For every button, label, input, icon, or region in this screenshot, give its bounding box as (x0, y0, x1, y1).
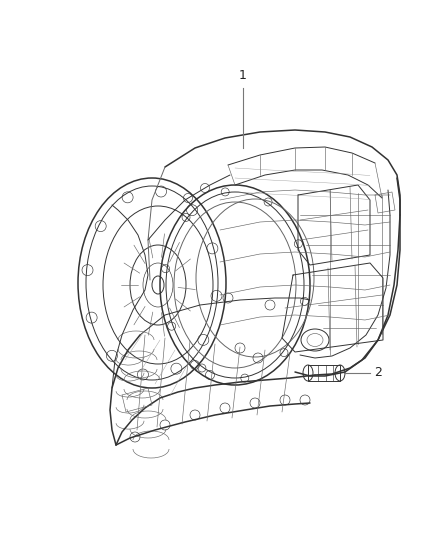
Text: 1: 1 (239, 69, 247, 82)
Text: 2: 2 (374, 367, 382, 379)
Ellipse shape (335, 365, 345, 381)
